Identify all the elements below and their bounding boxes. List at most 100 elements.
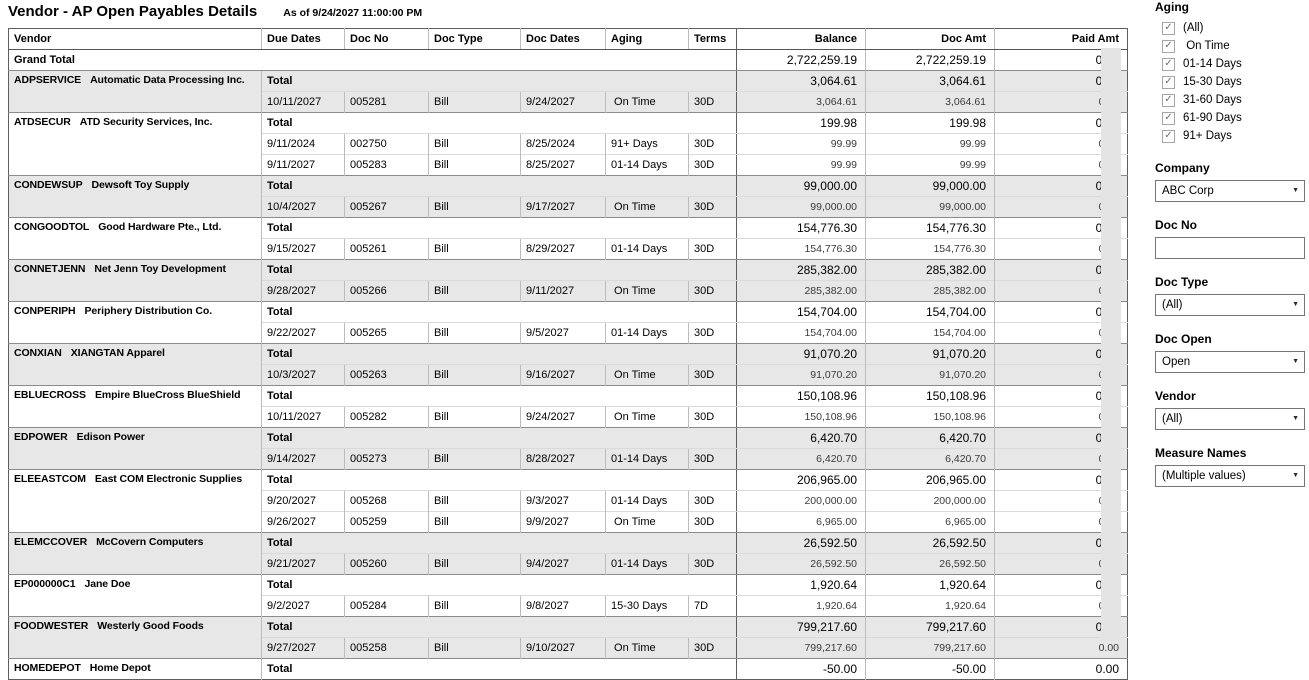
column-header-doc-no[interactable]: Doc No xyxy=(344,28,429,50)
doc-open-dropdown[interactable]: Open ▼ xyxy=(1155,351,1305,373)
vendor-cell: EP000000C1 Jane Doe xyxy=(8,574,262,617)
checkbox[interactable]: ✓ xyxy=(1162,129,1175,143)
checkbox[interactable]: ✓ xyxy=(1162,39,1175,53)
aging-option[interactable]: ✓ 91+ Days xyxy=(1155,127,1305,145)
aging-option[interactable]: ✓ 31-60 Days xyxy=(1155,91,1305,109)
column-header-doc-type[interactable]: Doc Type xyxy=(428,28,521,50)
vendor-code: ADPSERVICE xyxy=(14,74,82,86)
table-row[interactable]: CONDEWSUP Dewsoft Toy Supply Total xyxy=(8,175,774,218)
table-row[interactable]: 1,920.641,920.640.00 xyxy=(736,595,1128,617)
table-row[interactable]: 6,420.706,420.700.00 xyxy=(736,448,1128,470)
table-row[interactable]: 6,965.006,965.000.00 xyxy=(736,511,1128,533)
table-row[interactable]: CONGOODTOL Good Hardware Pte., Ltd. Total xyxy=(8,217,774,260)
doc-amt-cell: 154,704.00 xyxy=(865,322,995,344)
table-row[interactable]: 6,420.706,420.700.00 xyxy=(736,427,1128,449)
table-row[interactable]: FOODWESTER Westerly Good Foods Total xyxy=(8,616,774,659)
table-row[interactable]: ELEMCCOVER McCovern Computers Total xyxy=(8,532,774,575)
vertical-scrollbar[interactable] xyxy=(1101,48,1121,641)
aging-cell: 01-14 Days xyxy=(605,322,689,344)
aging-option[interactable]: ✓ 15-30 Days xyxy=(1155,73,1305,91)
aging-option[interactable]: ✓ On Time xyxy=(1155,37,1305,55)
aging-option[interactable]: ✓ 01-14 Days xyxy=(1155,55,1305,73)
checkbox[interactable]: ✓ xyxy=(1162,21,1175,35)
aging-option[interactable]: ✓ 61-90 Days xyxy=(1155,109,1305,127)
doc-type-dropdown[interactable]: (All) ▼ xyxy=(1155,294,1305,316)
table-row[interactable]: ATDSECUR ATD Security Services, Inc. Total xyxy=(8,112,774,176)
doc-open-dropdown-value: Open xyxy=(1162,356,1191,368)
doc-no-input[interactable] xyxy=(1155,237,1305,259)
column-header-doc-dates[interactable]: Doc Dates xyxy=(520,28,606,50)
column-header-aging[interactable]: Aging xyxy=(605,28,689,50)
table-row[interactable]: EBLUECROSS Empire BlueCross BlueShield Tot… xyxy=(8,385,774,428)
table-row[interactable]: 9/11/2027 005283 Bill 8/25/2027 01-14 Days 30… xyxy=(9,154,774,176)
balance-cell: 206,965.00 xyxy=(736,469,866,491)
table-row[interactable]: 9/11/2024 002750 Bill 8/25/2024 91+ Days 30D xyxy=(9,133,774,155)
table-row[interactable]: 9/28/2027 005266 Bill 9/11/2027 On Time 30D xyxy=(9,280,774,302)
table-row[interactable]: EDPOWER Edison Power Total xyxy=(8,427,774,470)
total-label-cell: Total xyxy=(261,385,774,407)
doc-amt-cell: 99,000.00 xyxy=(865,175,995,197)
column-header-row: Vendor Due Dates Doc No Doc Type Doc Dates Ag… xyxy=(8,28,774,50)
table-row[interactable]: 3,064.613,064.610.00 xyxy=(736,70,1128,92)
grand-total-values-row[interactable]: 2,722,259.192,722,259.190.00 xyxy=(736,49,1128,71)
doc-amt-cell: 154,776.30 xyxy=(865,217,995,239)
balance-cell: 99.99 xyxy=(736,133,866,155)
table-row[interactable]: CONPERIPH Periphery Distribution Co. Total xyxy=(8,301,774,344)
table-row[interactable]: EP000000C1 Jane Doe Total xyxy=(8,574,774,617)
doc-no-cell: 005266 xyxy=(344,280,429,302)
table-row[interactable]: CONXIAN XIANGTAN Apparel Total xyxy=(8,343,774,386)
company-dropdown[interactable]: ABC Corp ▼ xyxy=(1155,180,1305,202)
column-header-doc-amt[interactable]: Doc Amt xyxy=(865,28,995,50)
table-row[interactable]: CONNETJENN Net Jenn Toy Development Total xyxy=(8,259,774,302)
table-row[interactable]: 9/15/2027 005261 Bill 8/29/2027 01-14 Days 30… xyxy=(9,238,774,260)
column-header-vendor[interactable]: Vendor xyxy=(8,28,262,50)
table-row[interactable]: ADPSERVICE Automatic Data Processing Inc.… xyxy=(8,70,774,113)
doc-amt-cell: 150,108.96 xyxy=(865,406,995,428)
table-row[interactable]: ELEEASTCOM East COM Electronic Supplies To… xyxy=(8,469,774,533)
table-row[interactable]: 3,064.613,064.610.00 xyxy=(736,91,1128,113)
column-header-due-dates[interactable]: Due Dates xyxy=(261,28,345,50)
column-header-paid-amt[interactable]: Paid Amt xyxy=(994,28,1128,50)
checkbox[interactable]: ✓ xyxy=(1162,57,1175,71)
doc-type-cell: Bill xyxy=(428,196,521,218)
checkbox[interactable]: ✓ xyxy=(1162,111,1175,125)
table-row[interactable]: HOMEDEPOT Home Depot Total xyxy=(8,658,774,680)
aging-cell: On Time xyxy=(605,196,689,218)
grand-total-row[interactable]: Grand Total xyxy=(8,49,774,71)
checkbox[interactable]: ✓ xyxy=(1162,75,1175,89)
doc-type-cell: Bill xyxy=(428,448,521,470)
column-header-balance[interactable]: Balance xyxy=(736,28,866,50)
as-of-timestamp: As of 9/24/2027 11:00:00 PM xyxy=(283,7,423,19)
balance-cell: -50.00 xyxy=(736,658,866,680)
measure-names-dropdown[interactable]: (Multiple values) ▼ xyxy=(1155,465,1305,487)
total-label-cell: Total xyxy=(261,574,774,596)
doc-amt-cell: 199.98 xyxy=(865,112,995,134)
table-row[interactable]: 10/11/2027 005282 Bill 9/24/2027 On Time 30D xyxy=(9,406,774,428)
checkbox[interactable]: ✓ xyxy=(1162,93,1175,107)
vendor-dropdown[interactable]: (All) ▼ xyxy=(1155,408,1305,430)
aging-option[interactable]: ✓ (All) xyxy=(1155,19,1305,37)
table-row[interactable]: -50.00 -50.00 0.00 xyxy=(736,658,1128,680)
table-row[interactable]: 1,920.641,920.640.00 xyxy=(736,574,1128,596)
vendor-code: EDPOWER xyxy=(14,431,68,443)
